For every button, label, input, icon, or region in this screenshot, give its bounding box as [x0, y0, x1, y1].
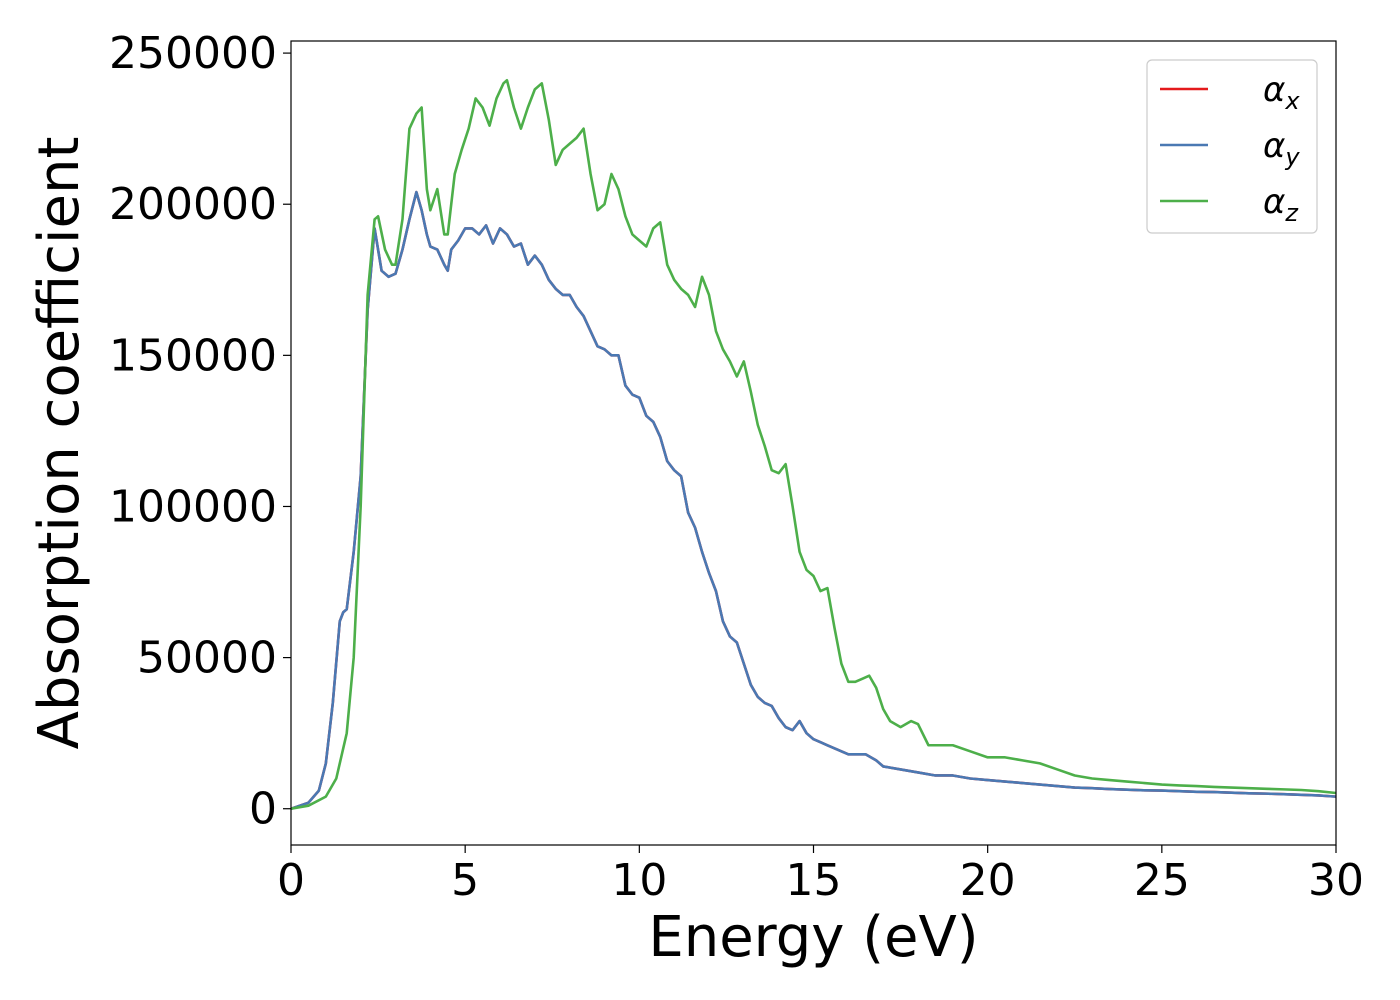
y-tick-label: 200000 — [109, 179, 277, 230]
x-axis-ticks: 0 5 10 15 20 25 30 — [277, 845, 1364, 906]
series-group — [291, 78, 1336, 811]
y-axis-title: Absorption coefficient — [27, 137, 92, 750]
legend-label-y: αy — [1263, 126, 1300, 171]
y-tick-label: 50000 — [137, 633, 277, 684]
x-tick-label: 5 — [451, 855, 479, 906]
y-axis-ticks: 0 50000 100000 150000 200000 250000 — [109, 28, 291, 835]
legend-label-x: αx — [1263, 70, 1300, 115]
y-tick-label: 150000 — [109, 330, 277, 381]
y-tick-label: 0 — [249, 784, 277, 835]
legend-frame — [1146, 59, 1318, 234]
x-tick-label: 0 — [277, 855, 305, 906]
series-line-x — [291, 190, 1336, 810]
x-tick-label: 20 — [960, 855, 1016, 906]
legend: αx αy αz — [1146, 59, 1318, 234]
series-line-z — [291, 78, 1336, 811]
x-tick-label: 10 — [611, 855, 667, 906]
x-axis-title: Energy (eV) — [648, 905, 978, 970]
y-tick-label: 100000 — [109, 481, 277, 532]
legend-label-z: αz — [1263, 182, 1299, 227]
series-line-y — [291, 190, 1336, 810]
x-tick-label: 25 — [1134, 855, 1190, 906]
y-tick-label: 250000 — [109, 28, 277, 79]
x-tick-label: 30 — [1308, 855, 1364, 906]
x-tick-label: 15 — [786, 855, 842, 906]
